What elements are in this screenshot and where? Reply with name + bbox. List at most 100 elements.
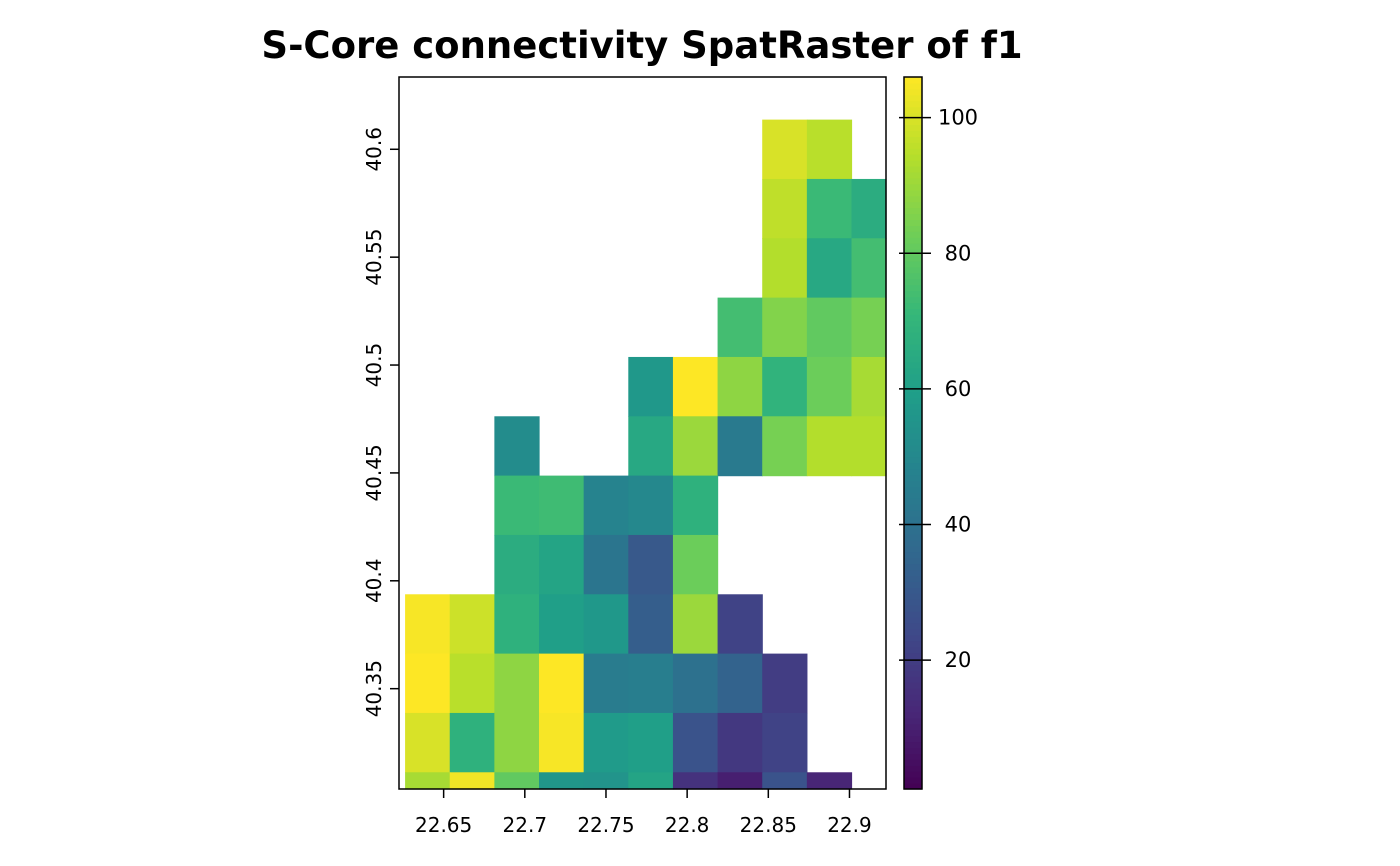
legend-color-segment — [904, 735, 922, 743]
legend-color-segment — [904, 308, 922, 315]
legend-color-segment — [904, 575, 922, 582]
legend-color-segment — [904, 421, 922, 428]
legend-color-segment — [904, 77, 922, 84]
raster-cell — [851, 416, 887, 477]
legend-color-segment — [904, 557, 922, 565]
legend-color-segment — [904, 403, 922, 410]
raster-cell — [851, 238, 887, 299]
raster-cell — [494, 534, 540, 595]
legend-color-segment — [904, 171, 922, 179]
raster-cell — [583, 534, 629, 595]
legend-color-segment — [904, 480, 922, 487]
legend-color-segment — [904, 705, 922, 713]
legend-color-segment — [904, 373, 922, 381]
raster-cell — [494, 594, 540, 655]
legend-color-segment — [904, 314, 922, 321]
legend-color-segment — [904, 344, 922, 351]
legend-color-segment — [904, 207, 922, 215]
legend-color-segment — [904, 593, 922, 600]
legend-color-segment — [904, 130, 922, 137]
legend-color-segment — [904, 148, 922, 155]
y-tick-label: 40.4 — [362, 559, 386, 604]
legend-color-segment — [904, 527, 922, 535]
raster-cell — [539, 594, 585, 655]
raster-cell — [717, 653, 763, 714]
legend-color-segment — [904, 605, 922, 612]
raster-cell — [539, 475, 585, 536]
raster-cell — [762, 356, 808, 417]
legend-color-segment — [904, 634, 922, 642]
legend-color-segment — [904, 243, 922, 250]
raster-cell — [806, 238, 853, 299]
raster-cell — [539, 712, 585, 773]
legend-color-segment — [904, 320, 922, 327]
raster-cell — [806, 119, 853, 180]
legend-color-segment — [904, 729, 922, 737]
legend-color-segment — [904, 539, 922, 547]
raster-cell — [628, 653, 674, 714]
legend-color-segment — [904, 201, 922, 209]
raster-cell — [762, 297, 808, 358]
legend-color-segment — [904, 741, 922, 749]
legend-color-segment — [904, 450, 922, 458]
legend-color-segment — [904, 510, 922, 517]
raster-cell — [806, 178, 853, 239]
raster-cell — [762, 178, 808, 239]
raster-cell — [717, 356, 763, 417]
plot-frame — [398, 76, 887, 790]
raster-cell — [405, 772, 451, 790]
legend-color-segment — [904, 278, 922, 286]
raster-cell — [405, 594, 451, 655]
legend-color-segment — [904, 658, 922, 665]
raster-cell — [449, 772, 495, 790]
raster-cell — [583, 712, 629, 773]
legend-color-segment — [904, 783, 922, 790]
raster-cell — [449, 594, 495, 655]
legend-color-segment — [904, 231, 922, 238]
x-tick-label: 22.9 — [827, 813, 872, 837]
legend-color-segment — [904, 106, 922, 114]
raster-cell — [494, 475, 540, 536]
legend-color-segment — [904, 118, 922, 126]
legend-color-segment — [904, 664, 922, 671]
legend-color-segment — [904, 82, 922, 90]
y-tick-label: 40.6 — [362, 127, 386, 172]
legend-color-segment — [904, 272, 922, 280]
raster-cell — [806, 356, 853, 417]
raster-cell — [672, 712, 719, 773]
legend-frame — [903, 76, 923, 790]
raster-cell — [672, 534, 719, 595]
legend-color-segment — [904, 100, 922, 108]
raster-cell — [851, 356, 887, 417]
legend-color-segment — [904, 255, 922, 262]
raster-cell — [449, 712, 495, 773]
raster-cell — [806, 297, 853, 358]
legend-color-segment — [904, 747, 922, 754]
raster-cell — [717, 594, 763, 655]
raster-cell — [717, 297, 763, 358]
legend-color-segment — [904, 397, 922, 404]
legend-color-segment — [904, 302, 922, 309]
legend-color-segment — [904, 611, 922, 618]
legend-color-segment — [904, 438, 922, 446]
legend-color-segment — [904, 260, 922, 268]
legend-color-segment — [904, 124, 922, 131]
raster-cell — [628, 534, 674, 595]
legend-color-segment — [904, 587, 922, 594]
raster-cell — [672, 772, 719, 790]
raster-cell — [628, 416, 674, 477]
legend-color-segment — [904, 456, 922, 464]
legend-color-segment — [904, 142, 922, 149]
legend-color-segment — [904, 166, 922, 173]
legend-color-segment — [904, 498, 922, 505]
y-tick-label: 40.35 — [362, 660, 386, 717]
legend-color-segment — [904, 700, 922, 707]
legend-color-segment — [904, 616, 922, 624]
legend-color-segment — [904, 136, 922, 143]
legend-color-segment — [904, 765, 922, 772]
legend-color-segment — [904, 759, 922, 766]
legend-tick-label: 60 — [945, 377, 972, 401]
legend-color-segment — [904, 160, 922, 167]
legend-color-segment — [904, 777, 922, 784]
